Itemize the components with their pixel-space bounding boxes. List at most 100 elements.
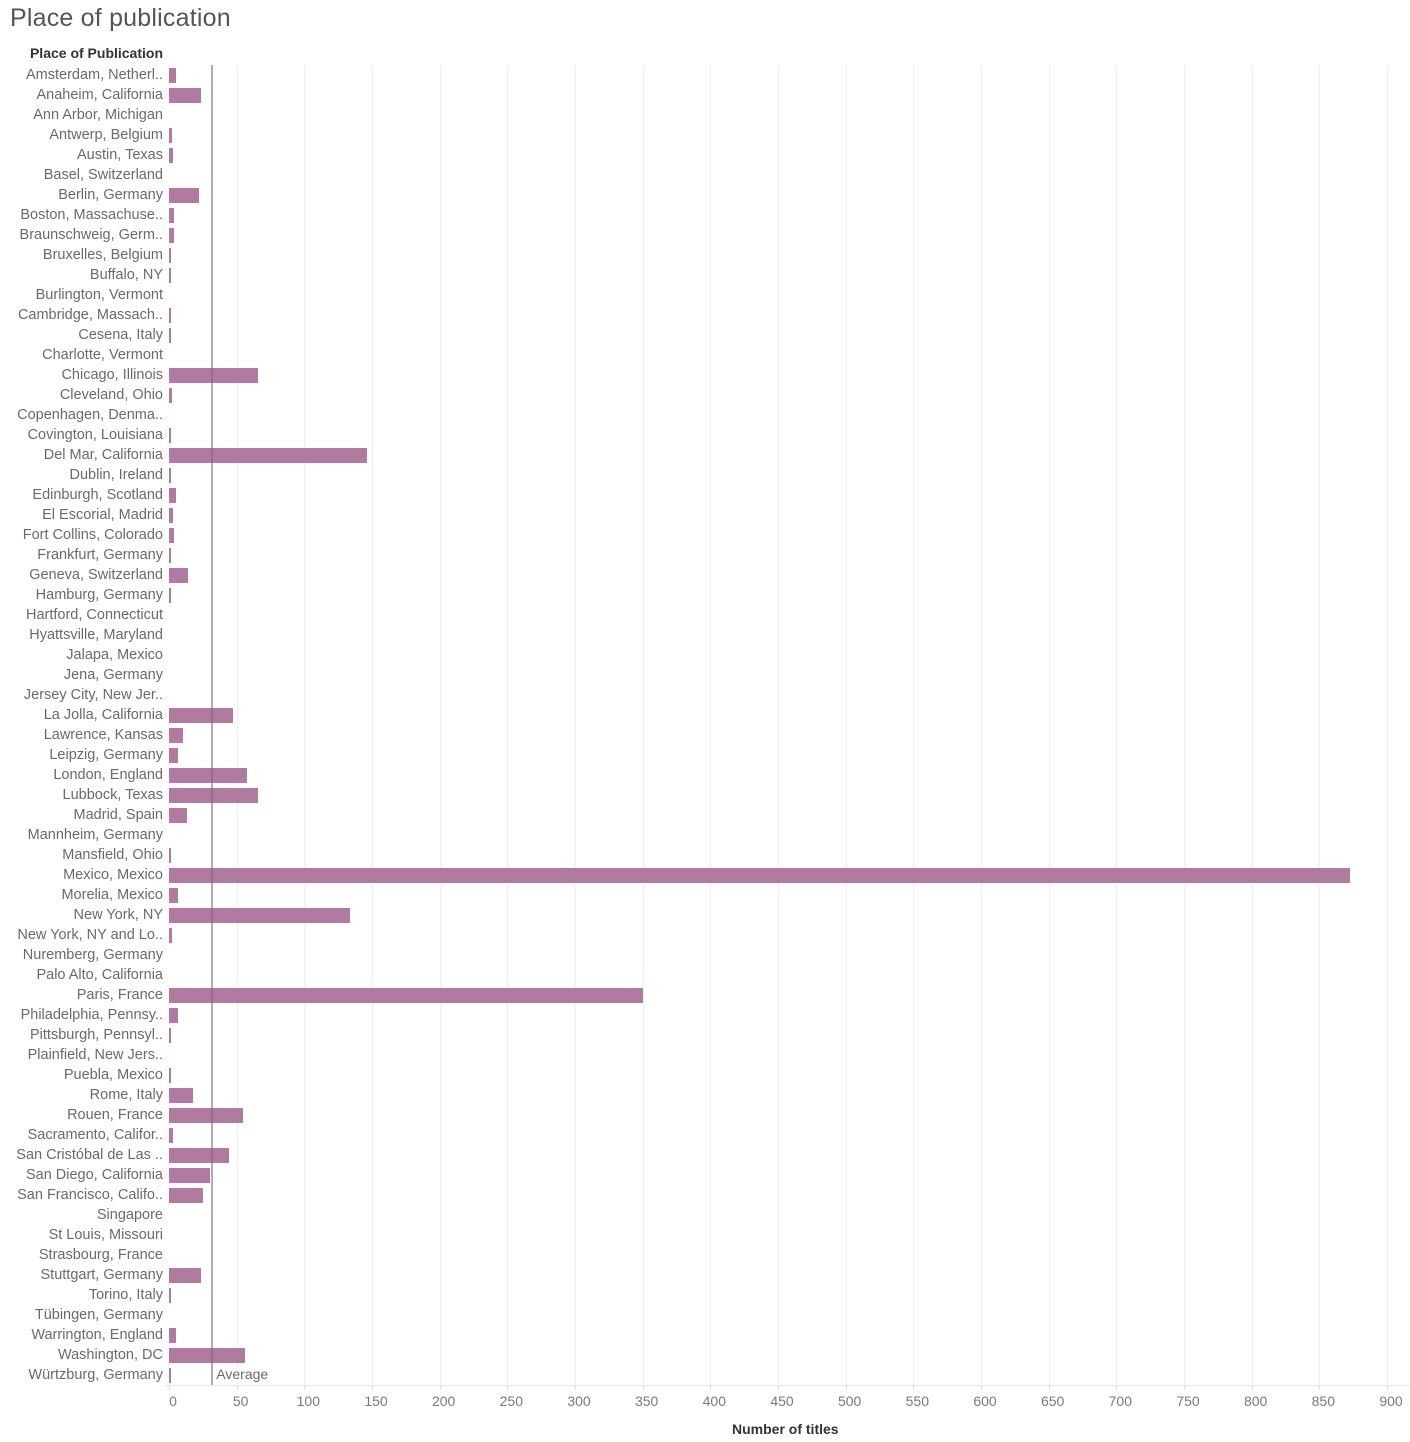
tick-mark <box>845 1385 847 1389</box>
x-tick-label: 550 <box>905 1393 930 1409</box>
category-label: Hamburg, Germany <box>35 587 163 603</box>
gridline <box>1387 65 1388 1385</box>
category-label: Burlington, Vermont <box>35 287 163 303</box>
tick-mark <box>575 1385 576 1389</box>
category-label: Dublin, Ireland <box>69 467 164 483</box>
tick-mark <box>1251 1385 1253 1389</box>
bar[interactable] <box>169 508 174 523</box>
bar[interactable] <box>169 1008 179 1023</box>
bar[interactable] <box>169 148 174 163</box>
bar[interactable] <box>169 388 172 403</box>
category-label: Madrid, Spain <box>73 807 163 823</box>
bar[interactable] <box>169 368 259 383</box>
bar[interactable] <box>169 808 187 823</box>
bar[interactable] <box>169 228 175 243</box>
bar[interactable] <box>169 528 175 543</box>
category-label: New York, NY <box>73 907 163 923</box>
category-label: La Jolla, California <box>43 707 163 723</box>
x-tick-label: 100 <box>296 1393 321 1409</box>
x-tick-label: 850 <box>1311 1393 1336 1409</box>
bar[interactable] <box>169 928 172 943</box>
bar[interactable] <box>169 1168 210 1183</box>
bar[interactable] <box>169 868 1351 883</box>
bar[interactable] <box>169 908 351 923</box>
bar[interactable] <box>169 548 171 563</box>
bar[interactable] <box>169 848 171 863</box>
bar[interactable] <box>169 1088 194 1103</box>
x-tick-label: 400 <box>702 1393 727 1409</box>
average-reference-line[interactable] <box>211 65 214 1385</box>
category-label: Puebla, Mexico <box>63 1067 163 1083</box>
gridline <box>236 65 238 1385</box>
bar[interactable] <box>169 188 199 203</box>
bar[interactable] <box>169 1188 203 1203</box>
tick-mark <box>372 1385 373 1389</box>
bar[interactable] <box>169 1348 245 1363</box>
gridline <box>304 65 306 1385</box>
tick-mark <box>981 1385 982 1389</box>
gridline <box>439 65 441 1385</box>
bar[interactable] <box>169 68 176 83</box>
bar[interactable] <box>169 268 171 283</box>
category-label: Ann Arbor, Michigan <box>33 107 163 123</box>
category-label: Singapore <box>96 1207 163 1223</box>
bar[interactable] <box>169 1268 202 1283</box>
category-label: Plainfield, New Jers.. <box>27 1047 163 1063</box>
bar[interactable] <box>169 328 171 343</box>
x-tick-label: 900 <box>1379 1393 1403 1409</box>
bar[interactable] <box>169 448 367 463</box>
bar[interactable] <box>169 88 202 103</box>
gridline <box>981 65 982 1385</box>
bar[interactable] <box>169 768 248 783</box>
bar[interactable] <box>169 128 172 143</box>
category-label: Fort Collins, Colorado <box>22 527 163 543</box>
tick-mark <box>710 1385 712 1389</box>
bar[interactable] <box>169 308 171 323</box>
tick-mark <box>913 1385 915 1389</box>
x-tick-label: 800 <box>1243 1393 1268 1409</box>
x-axis-title: Number of titles <box>732 1421 839 1437</box>
category-label: Strasbourg, France <box>38 1247 163 1263</box>
x-tick-label: 500 <box>837 1393 862 1409</box>
bar[interactable] <box>169 988 643 1003</box>
x-tick-label: 650 <box>1040 1393 1065 1409</box>
bar[interactable] <box>169 1108 244 1123</box>
x-axis-line <box>165 1385 1410 1386</box>
bar[interactable] <box>169 468 171 483</box>
bar[interactable] <box>169 1028 171 1043</box>
bar[interactable] <box>169 1368 171 1383</box>
bar[interactable] <box>169 568 188 583</box>
bar[interactable] <box>169 1148 229 1163</box>
gridline <box>845 65 847 1385</box>
bar[interactable] <box>169 248 171 263</box>
bar[interactable] <box>169 748 179 763</box>
x-tick-label: 250 <box>499 1393 524 1409</box>
x-tick-label: 200 <box>431 1393 456 1409</box>
gridline <box>778 65 779 1385</box>
category-label: Torino, Italy <box>88 1287 163 1303</box>
category-label: Mannheim, Germany <box>27 827 163 843</box>
bar[interactable] <box>169 208 175 223</box>
tick-mark <box>169 1385 170 1389</box>
category-label: St Louis, Missouri <box>48 1227 163 1243</box>
bar[interactable] <box>169 1128 174 1143</box>
average-label: Average <box>216 1366 269 1382</box>
bar[interactable] <box>169 1288 171 1303</box>
gridline <box>1319 65 1321 1385</box>
x-tick-label: 750 <box>1176 1393 1200 1409</box>
bar[interactable] <box>169 588 171 603</box>
bar[interactable] <box>169 728 183 743</box>
category-label: Braunschweig, Germ.. <box>19 227 163 243</box>
x-tick-label: 50 <box>232 1393 249 1409</box>
bar[interactable] <box>169 888 179 903</box>
bar[interactable] <box>169 1068 171 1083</box>
category-label: Jersey City, New Jer.. <box>23 687 163 703</box>
tick-mark <box>507 1385 509 1389</box>
bar[interactable] <box>169 708 233 723</box>
category-label: Jalapa, Mexico <box>66 647 163 663</box>
bar[interactable] <box>169 788 259 803</box>
bar[interactable] <box>169 488 176 503</box>
bar[interactable] <box>169 1328 176 1343</box>
bar[interactable] <box>169 428 171 443</box>
category-label: Nuremberg, Germany <box>22 947 163 963</box>
